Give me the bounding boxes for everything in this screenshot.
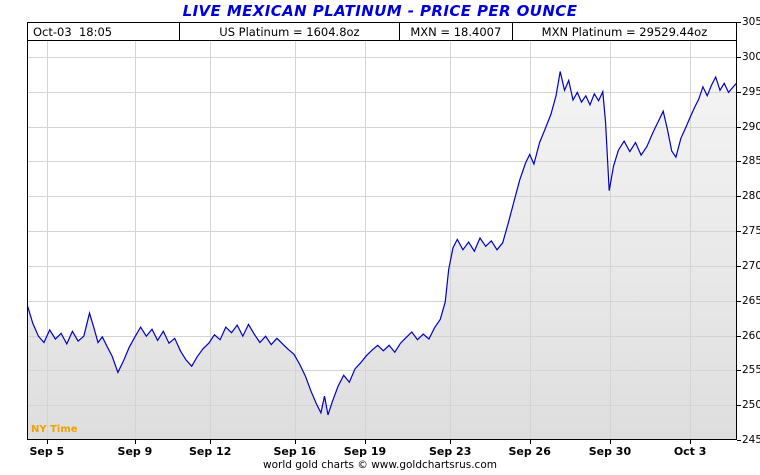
- y-axis-tick: [737, 370, 741, 371]
- x-axis-tick: [690, 440, 691, 444]
- x-axis-tick: [530, 440, 531, 444]
- x-axis-label: Sep 9: [117, 445, 153, 458]
- x-axis-label: Sep 19: [343, 445, 387, 458]
- page-title: LIVE MEXICAN PLATINUM - PRICE PER OUNCE: [182, 2, 578, 20]
- y-axis-tick: [737, 127, 741, 128]
- x-axis-label: Sep 30: [588, 445, 632, 458]
- y-axis-label: 24500: [742, 434, 760, 446]
- timestamp: Oct-03 18:05: [28, 23, 181, 40]
- y-axis-tick: [737, 161, 741, 162]
- y-axis-label: 30500: [742, 16, 760, 28]
- y-axis-tick: [737, 336, 741, 337]
- y-axis-label: 25500: [742, 364, 760, 377]
- y-axis-label: 25000: [742, 399, 760, 412]
- y-axis-label: 28500: [742, 155, 760, 168]
- y-axis-label: 26500: [742, 294, 760, 307]
- y-axis-tick: [737, 22, 741, 23]
- x-axis-label: Sep 12: [188, 445, 232, 458]
- x-axis-tick: [610, 440, 611, 444]
- y-axis-tick: [737, 266, 741, 267]
- area-fill: [27, 71, 737, 440]
- y-axis-tick: [737, 301, 741, 302]
- x-axis-label: Sep 23: [428, 445, 472, 458]
- y-axis-label: 27000: [742, 259, 760, 272]
- y-axis-label: 28000: [742, 190, 760, 203]
- price-line: [27, 71, 737, 416]
- y-axis-tick: [737, 440, 741, 441]
- x-axis-label: Sep 26: [508, 445, 551, 458]
- x-axis-label: Sep 5: [29, 445, 65, 458]
- y-axis-tick: [737, 92, 741, 93]
- x-axis-tick: [365, 440, 366, 444]
- y-axis-tick: [737, 57, 741, 58]
- y-axis-label: 30000: [742, 50, 760, 63]
- x-axis-label: Sep 16: [273, 445, 316, 458]
- y-axis-label: 26000: [742, 329, 760, 342]
- y-axis-tick: [737, 405, 741, 406]
- x-axis-tick: [47, 440, 48, 444]
- mxn-platinum-quote: MXN Platinum = 29529.44oz: [541, 24, 708, 39]
- x-axis-tick: [295, 440, 296, 444]
- x-axis-tick: [135, 440, 136, 444]
- x-axis-tick: [210, 440, 211, 444]
- y-axis-tick: [737, 196, 741, 197]
- ny-time-label: NY Time: [31, 424, 78, 435]
- y-axis-label: 29500: [742, 85, 760, 98]
- y-axis-label: 29000: [742, 120, 760, 133]
- copyright-footer: world gold charts © www.goldchartsrus.co…: [263, 459, 497, 471]
- y-axis-tick: [737, 231, 741, 232]
- quote-bar: Oct-03 18:05 US Platinum = 1604.8oz MXN …: [27, 22, 737, 41]
- price-area-chart: [27, 22, 737, 440]
- y-axis-label: 27500: [742, 225, 760, 237]
- x-axis-label: Oct 3: [673, 445, 707, 458]
- x-axis-tick: [450, 440, 451, 444]
- mxn-rate-quote: MXN = 18.4007: [400, 23, 513, 40]
- us-platinum-quote: US Platinum = 1604.8oz: [180, 23, 400, 40]
